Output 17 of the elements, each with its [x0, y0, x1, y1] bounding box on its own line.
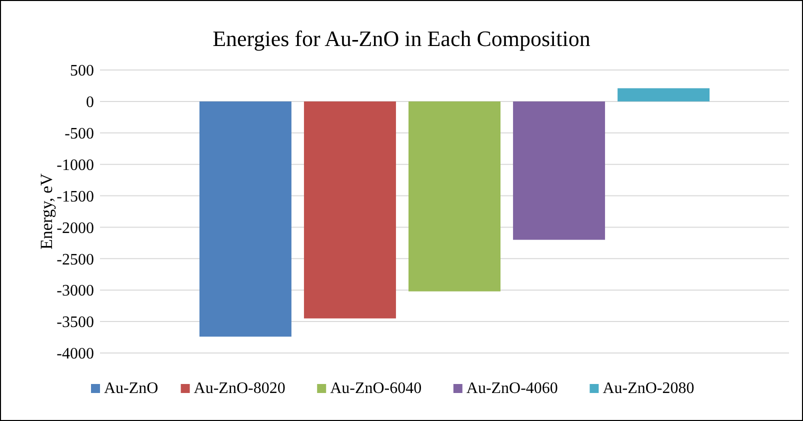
y-tick-label: -4000: [56, 346, 94, 363]
y-tick-label: -2500: [56, 251, 94, 268]
y-tick-label: -2000: [56, 220, 94, 237]
legend-label: Au-ZnO-8020: [194, 380, 286, 397]
legend-label: Au-ZnO-6040: [330, 380, 422, 397]
y-tick-label: -500: [64, 125, 94, 142]
y-axis-title: Energy, eV: [37, 172, 56, 250]
legend-label: Au-ZnO-2080: [602, 380, 694, 397]
legend-label: Au-ZnO-4060: [466, 380, 558, 397]
y-tick-label: -1000: [56, 156, 94, 174]
y-tick-label: -3000: [56, 282, 94, 300]
y-tick-label: 0: [86, 94, 94, 112]
y-tick-label: -1500: [56, 188, 94, 206]
y-tick-label: 500: [70, 62, 94, 80]
chart-title: Energies for Au-ZnO in Each Composition: [212, 26, 590, 51]
y-tick-label: -3500: [56, 314, 94, 332]
legend-label: Au-ZnO: [104, 380, 158, 397]
